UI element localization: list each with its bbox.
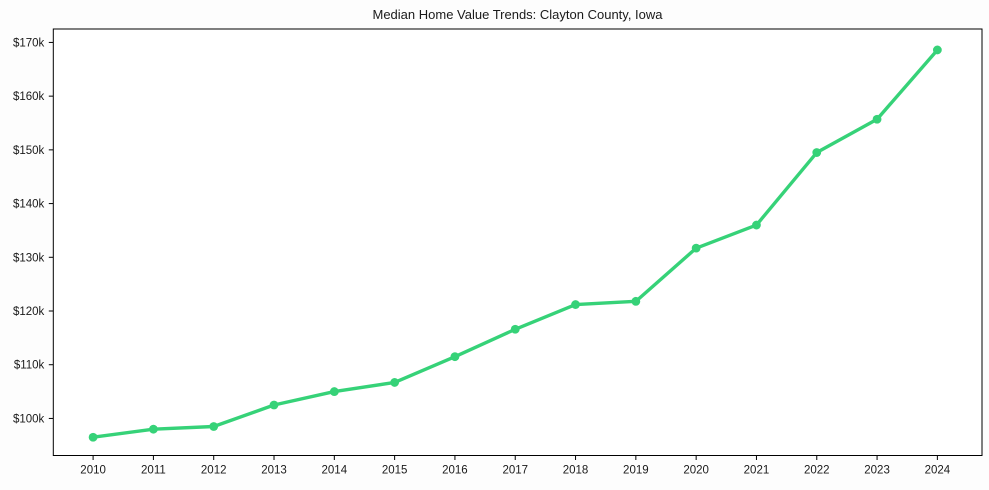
data-point bbox=[812, 148, 822, 157]
y-tick-label: $160k bbox=[13, 91, 45, 103]
data-point bbox=[390, 378, 400, 387]
x-tick-label: 2021 bbox=[744, 465, 770, 477]
x-tick-label: 2024 bbox=[925, 465, 951, 477]
x-tick-label: 2019 bbox=[623, 465, 649, 477]
data-point bbox=[450, 352, 460, 362]
data-point bbox=[269, 400, 279, 410]
data-point bbox=[691, 243, 701, 253]
data-point bbox=[329, 387, 339, 396]
y-tick-label: $120k bbox=[13, 306, 45, 318]
x-tick-label: 2010 bbox=[80, 465, 106, 477]
x-tick-label: 2014 bbox=[322, 465, 348, 477]
data-point bbox=[932, 45, 942, 55]
x-tick-label: 2012 bbox=[201, 465, 227, 477]
y-tick-label: $170k bbox=[13, 37, 45, 49]
x-tick-label: 2015 bbox=[382, 465, 408, 477]
data-point bbox=[209, 422, 219, 431]
chart-title: Median Home Value Trends: Clayton County… bbox=[372, 7, 663, 22]
x-tick-label: 2018 bbox=[563, 465, 589, 477]
data-point bbox=[149, 424, 158, 434]
plot-area bbox=[52, 28, 983, 456]
x-tick-label: 2017 bbox=[502, 465, 528, 477]
y-tick-label: $110k bbox=[14, 360, 45, 372]
x-tick-label: 2011 bbox=[141, 465, 166, 477]
x-tick-label: 2023 bbox=[864, 465, 890, 477]
y-tick-label: $140k bbox=[13, 199, 45, 211]
x-tick-label: 2016 bbox=[442, 465, 468, 477]
y-tick-label: $150k bbox=[13, 145, 45, 157]
data-point bbox=[88, 432, 98, 442]
data-point bbox=[752, 220, 761, 230]
x-tick-label: 2022 bbox=[804, 465, 830, 477]
data-point bbox=[510, 324, 520, 334]
y-tick-label: $100k bbox=[13, 413, 45, 425]
data-point bbox=[631, 296, 641, 306]
y-tick-label: $130k bbox=[13, 252, 45, 264]
data-point bbox=[571, 300, 580, 309]
x-tick-label: 2020 bbox=[683, 465, 709, 477]
x-tick-label: 2013 bbox=[261, 465, 287, 477]
data-point bbox=[872, 114, 882, 124]
